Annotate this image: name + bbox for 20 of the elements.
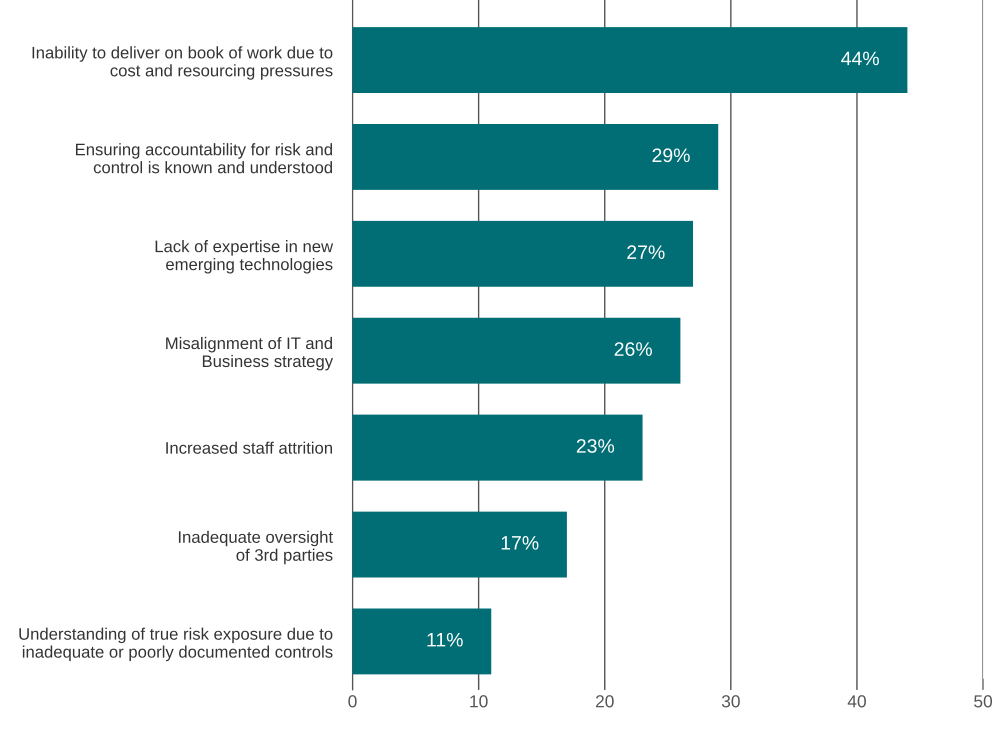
- data-label: 11%: [427, 632, 463, 647]
- data-label: 26%: [614, 342, 652, 356]
- x-tick-label: 40: [848, 695, 866, 708]
- y-tick-label: Increased staff attrition: [166, 442, 332, 454]
- y-tick-label: Understanding of true risk exposure due to inadequate or poorly documented controls: [19, 628, 332, 662]
- y-tick-label: Misalignment of IT and Business strategy: [166, 336, 334, 370]
- y-tick-label: Ensuring accountability for risk and control is known and understood: [76, 143, 332, 174]
- data-label: 17%: [502, 536, 538, 550]
- x-tick-label: 30: [722, 695, 740, 708]
- y-tick-label: Lack of expertise in new emerging technologies: [156, 240, 334, 274]
- data-label: 27%: [627, 245, 665, 259]
- data-label: 29%: [652, 148, 690, 162]
- y-tick-label: Inability to deliver on book of work due to cost and resourcing pressures: [32, 46, 332, 80]
- x-tick-label: 0: [348, 695, 357, 708]
- data-label: 44%: [841, 52, 879, 66]
- x-tick-label: 10: [470, 695, 488, 708]
- data-label: 23%: [576, 439, 614, 453]
- x-tick-label: 20: [596, 695, 614, 708]
- y-tick-label: Inadequate oversight of 3rd parties: [178, 530, 333, 564]
- x-tick-label: 50: [974, 695, 992, 708]
